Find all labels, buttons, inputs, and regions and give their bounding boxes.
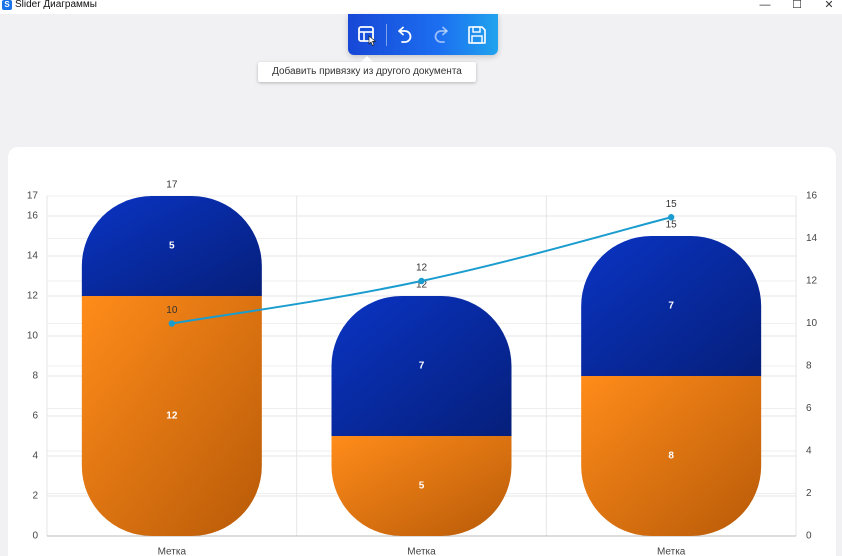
title-bar: S Slider Диаграммы — ☐ ✕ bbox=[0, 0, 842, 14]
bar-segment-top-1 bbox=[331, 296, 512, 436]
window-title: Slider Диаграммы bbox=[15, 0, 97, 10]
add-link-button[interactable] bbox=[354, 22, 380, 48]
bar-label-bottom-2: 8 bbox=[668, 451, 674, 462]
redo-icon bbox=[434, 26, 448, 43]
y-left-tick-label-7: 14 bbox=[27, 251, 39, 262]
bar-segment-top-0 bbox=[81, 196, 262, 296]
tooltip: Добавить привязку из другого документа bbox=[258, 62, 476, 82]
close-button[interactable]: ✕ bbox=[824, 0, 834, 11]
toolbar-separator bbox=[386, 24, 387, 46]
bar-label-top-1: 7 bbox=[419, 361, 425, 372]
save-icon bbox=[468, 26, 486, 44]
x-tick-label-0: Метка bbox=[158, 547, 187, 556]
y-left-tick-label-8: 16 bbox=[27, 211, 39, 222]
y-right-tick-label-8: 16 bbox=[806, 191, 818, 202]
y-right-tick-label-5: 10 bbox=[806, 318, 818, 329]
y-left-tick-label-2: 4 bbox=[32, 451, 38, 462]
y-left-tick-label-9: 17 bbox=[27, 191, 39, 202]
tooltip-arrow bbox=[361, 56, 373, 62]
line-point-1 bbox=[418, 277, 425, 285]
bar-label-bottom-1: 5 bbox=[419, 481, 425, 492]
x-tick-label-1: Метка bbox=[407, 547, 436, 556]
y-left-tick-label-0: 0 bbox=[32, 531, 38, 542]
y-right-tick-label-4: 8 bbox=[806, 361, 812, 372]
add-link-icon bbox=[358, 26, 377, 46]
bar-segment-top-2 bbox=[581, 236, 762, 376]
save-button[interactable] bbox=[464, 22, 490, 48]
line-point-label-2: 15 bbox=[666, 199, 678, 210]
bar-label-bottom-0: 12 bbox=[166, 411, 178, 422]
y-right-tick-label-7: 14 bbox=[806, 233, 818, 244]
bar-label-top-2: 7 bbox=[668, 301, 674, 312]
app-icon: S bbox=[2, 0, 12, 10]
undo-button[interactable] bbox=[392, 22, 418, 48]
bar-total-label-0: 17 bbox=[166, 180, 178, 191]
line-point-label-1: 12 bbox=[416, 263, 428, 274]
bar-segment-bottom-0 bbox=[81, 296, 262, 536]
y-right-tick-label-0: 0 bbox=[806, 531, 812, 542]
line-point-2 bbox=[667, 214, 675, 221]
minimize-button[interactable]: — bbox=[759, 0, 771, 11]
y-left-tick-label-6: 12 bbox=[27, 291, 39, 302]
bar-segment-bottom-1 bbox=[331, 436, 512, 536]
y-left-tick-label-3: 6 bbox=[32, 411, 38, 422]
y-left-tick-label-4: 8 bbox=[32, 371, 38, 382]
line-point-label-0: 10 bbox=[166, 305, 178, 316]
bar-total-label-1: 12 bbox=[416, 280, 428, 291]
y-right-tick-label-3: 6 bbox=[806, 403, 812, 414]
y-left-tick-label-5: 10 bbox=[27, 331, 39, 342]
y-right-tick-label-6: 12 bbox=[806, 276, 818, 287]
line-point-0 bbox=[168, 320, 176, 327]
undo-icon bbox=[398, 26, 412, 43]
bar-label-top-0: 5 bbox=[169, 241, 175, 252]
bar-segment-bottom-2 bbox=[581, 376, 762, 536]
y-right-tick-label-2: 4 bbox=[806, 446, 812, 457]
maximize-button[interactable]: ☐ bbox=[792, 0, 802, 11]
y-right-tick-label-1: 2 bbox=[806, 488, 812, 499]
bar-total-label-2: 15 bbox=[666, 220, 678, 231]
toolbar bbox=[348, 14, 498, 55]
redo-button[interactable] bbox=[428, 22, 454, 48]
x-tick-label-2: Метка bbox=[657, 547, 686, 556]
bars-group bbox=[81, 196, 762, 536]
y-left-tick-label-1: 2 bbox=[32, 491, 38, 502]
